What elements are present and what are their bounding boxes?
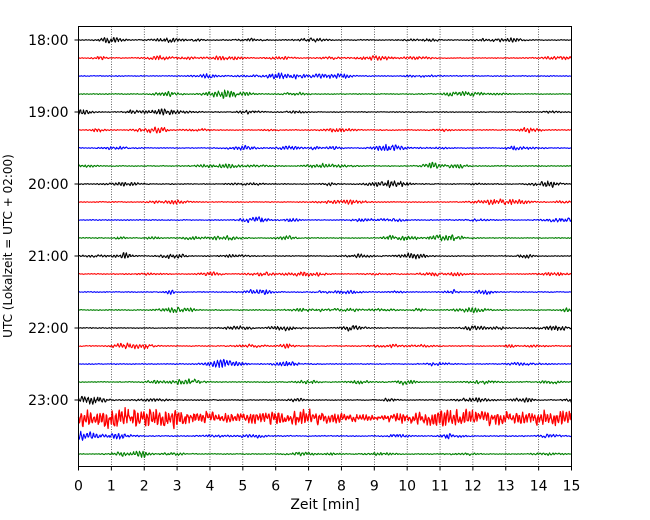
y-axis-label: UTC (Lokalzeit = UTC + 02:00) [1,154,15,338]
y-tick-label: 21:00 [28,249,68,265]
x-tick-label: 0 [74,479,83,495]
plot-frame [78,26,572,467]
y-tick-label: 23:00 [28,393,68,409]
y-axis-ticks: 18:00 19:00 20:00 21:00 22:00 23:00 [28,33,79,409]
seismic-trace-2045 [78,234,572,242]
x-tick-label: 12 [464,479,482,495]
x-tick-label: 1 [107,479,116,495]
seismic-trace-2130 [78,288,572,295]
seismic-trace-1915 [78,126,572,134]
seismic-trace-1900 [78,108,572,116]
y-tick-label: 20:00 [28,177,68,193]
grid-lines [111,26,539,467]
x-tick-label: 11 [431,479,449,495]
y-tick-label: 19:00 [28,105,68,121]
x-tick-label: 9 [370,479,379,495]
seismic-trace-2000 [78,179,572,189]
seismic-trace-2115 [78,271,572,277]
seismic-trace-1800 [78,37,572,44]
y-tick-label: 22:00 [28,321,68,337]
seismic-trace-2230 [78,358,572,368]
y-tick-label: 18:00 [28,33,68,49]
seismic-trace-2245 [78,378,572,386]
seismic-trace-1845 [78,89,572,99]
seismic-trace-2315 [77,406,572,430]
x-tick-label: 5 [238,479,247,495]
seismic-trace-2300 [77,395,572,405]
x-tick-label: 14 [530,479,548,495]
seismic-trace-2145 [78,306,572,314]
x-tick-label: 3 [173,479,182,495]
x-axis-ticks: 0 1 2 3 4 5 6 7 8 9 10 11 12 13 14 15 [74,466,581,495]
x-tick-label: 2 [140,479,149,495]
seismic-traces [77,37,572,459]
x-tick-label: 10 [398,479,416,495]
seismic-trace-1830 [78,72,572,80]
seismic-trace-2330 [77,430,572,441]
x-tick-label: 13 [497,479,515,495]
seismic-trace-2200 [78,324,572,332]
x-tick-label: 8 [337,479,346,495]
x-tick-label: 7 [304,479,313,495]
seismic-trace-2215 [78,342,572,350]
seismic-trace-2015 [78,198,572,206]
seismic-trace-2100 [78,252,572,260]
seismic-trace-2030 [78,216,572,223]
x-tick-label: 6 [271,479,280,495]
x-axis-label: Zeit [min] [290,497,359,513]
x-tick-label: 15 [563,479,581,495]
seismic-trace-1930 [78,143,572,151]
x-tick-label: 4 [206,479,215,495]
seismic-trace-2345 [78,450,572,459]
seismic-trace-1815 [78,54,572,61]
seismic-trace-1945 [78,161,572,169]
